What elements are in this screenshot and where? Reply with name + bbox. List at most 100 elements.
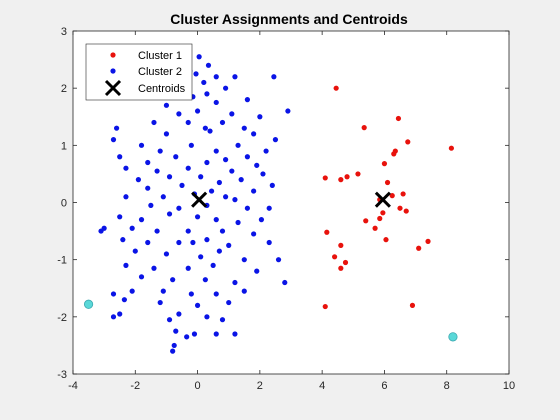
cluster-2-point	[129, 225, 135, 231]
cluster-1-point	[377, 215, 383, 222]
cluster-2-point	[266, 239, 272, 246]
cluster-2-point	[120, 237, 126, 243]
cluster-1-point	[409, 302, 416, 308]
cluster-1-point	[355, 171, 361, 177]
centroid-marker	[374, 191, 391, 208]
cluster-1-point	[322, 175, 328, 181]
cluster-2-point	[194, 108, 201, 114]
cluster-1-point	[425, 238, 431, 244]
cluster-2-point	[129, 288, 135, 294]
x-tick-label: 4	[319, 380, 325, 392]
y-tick-label: 3	[61, 26, 67, 38]
cluster-2-point	[244, 154, 250, 160]
cluster-1-point	[405, 139, 411, 145]
x-tick-label: -4	[68, 380, 78, 392]
cluster-1-point	[448, 145, 454, 151]
cluster-1-point	[389, 193, 395, 199]
y-tick-label: -2	[57, 312, 67, 324]
cluster-2-point	[229, 111, 235, 117]
cluster-2-point	[213, 148, 219, 154]
cluster-1-point	[395, 115, 402, 122]
cluster-2-point	[157, 148, 163, 154]
cluster-2-point	[163, 251, 170, 257]
cluster-2-point	[194, 302, 201, 308]
cluster-1-point	[416, 245, 422, 251]
cluster-2-point	[223, 157, 229, 163]
cluster-2-point	[135, 177, 141, 183]
cluster-2-point	[132, 248, 138, 254]
legend-marker	[104, 79, 122, 97]
axes: -4 -2 0 2 4 6 8 10 -3 -2 -1 0 1 2 3	[57, 26, 515, 392]
cluster-2-point	[226, 299, 232, 306]
cluster-2-point	[241, 257, 247, 263]
cluster-2-point	[198, 254, 204, 260]
cluster-2-point	[266, 205, 272, 211]
cluster-2-point	[207, 128, 213, 134]
cluster-1-point	[397, 205, 403, 211]
cluster-2-point	[223, 85, 229, 91]
legend-label: Centroids	[138, 83, 186, 95]
cluster-2-point	[170, 348, 176, 354]
cluster-2-point	[285, 108, 291, 114]
cluster-1-point	[383, 237, 389, 243]
cluster-2-point	[123, 165, 129, 171]
cluster-2-point	[251, 131, 257, 137]
cluster-2-point	[194, 214, 201, 220]
cluster-2-point	[205, 62, 212, 68]
cluster-2-point	[235, 142, 241, 148]
cluster-2-point	[269, 182, 275, 188]
cluster-2-point	[173, 328, 179, 334]
cluster-2-point	[160, 288, 166, 294]
cluster-2-point	[117, 311, 123, 317]
cluster-2-point	[176, 311, 182, 317]
legend-label: Cluster 2	[138, 66, 182, 78]
cluster-2-point	[170, 277, 176, 283]
cluster-2-point	[260, 171, 266, 177]
cluster-2-point	[179, 182, 185, 188]
cluster-2-point	[235, 219, 241, 226]
cluster-2-point	[229, 168, 235, 174]
cluster-2-point	[151, 119, 157, 126]
cluster-2-point	[154, 168, 160, 174]
cluster-2-point	[223, 194, 229, 200]
legend-box	[85, 43, 193, 101]
cluster-1-point	[400, 191, 406, 197]
cluster-2-point	[210, 262, 216, 268]
x-tick-label: 8	[444, 380, 450, 392]
cluster-2-point	[184, 334, 190, 340]
cluster-2-point	[232, 279, 238, 286]
legend[interactable]: Cluster 1 Cluster 2 Centroids	[85, 43, 193, 101]
cluster-1-point	[338, 177, 344, 183]
legend-marker	[110, 68, 116, 74]
cluster-2-point	[176, 205, 182, 211]
cluster-2-point	[123, 262, 129, 268]
cluster-2-point	[232, 74, 238, 80]
cluster-2-point	[201, 79, 207, 86]
cluster-1-point	[361, 125, 367, 131]
cluster-2-point	[138, 142, 145, 148]
cluster-2-point	[160, 194, 166, 200]
cluster-2-point	[148, 202, 154, 208]
cluster-2-point	[114, 125, 120, 131]
cluster-1-point	[363, 218, 369, 224]
cluster-2-point	[226, 242, 232, 248]
data-points	[83, 54, 458, 354]
cluster-2-point	[176, 111, 182, 117]
cluster-2-point	[157, 299, 163, 306]
cluster-2-point	[163, 131, 170, 137]
cluster-2-point	[138, 217, 145, 223]
cluster-2-point	[213, 331, 219, 337]
cluster-2-point	[216, 179, 222, 186]
cluster-2-point	[275, 257, 282, 263]
cluster-2-point	[171, 342, 177, 349]
outlier-point	[83, 299, 94, 309]
cluster-2-point	[244, 205, 250, 211]
x-tick-label: 2	[257, 380, 263, 392]
x-tick-label: 10	[503, 380, 515, 392]
cluster-2-point	[257, 114, 263, 120]
chart-title: Cluster Assignments and Centroids	[170, 11, 408, 27]
cluster-2-point	[123, 194, 129, 200]
cluster-2-point	[110, 291, 117, 297]
cluster-2-point	[254, 268, 260, 274]
cluster-2-point	[110, 137, 117, 143]
